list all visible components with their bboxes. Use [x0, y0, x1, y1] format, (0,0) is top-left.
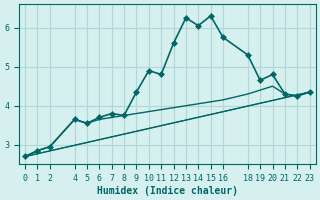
- X-axis label: Humidex (Indice chaleur): Humidex (Indice chaleur): [97, 186, 238, 196]
